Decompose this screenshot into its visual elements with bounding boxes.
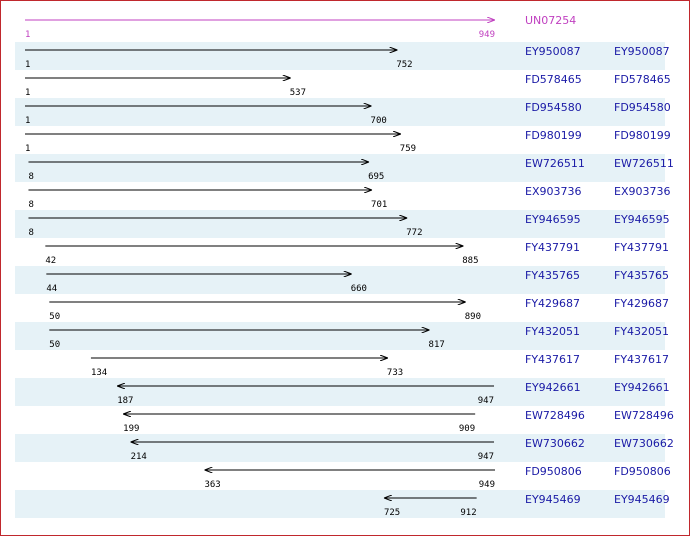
accession-label[interactable]: EX903736 xyxy=(525,185,581,198)
row-background xyxy=(15,322,665,350)
row-background xyxy=(15,434,665,462)
end-position: 912 xyxy=(460,508,476,518)
start-position: 1 xyxy=(25,116,30,126)
accession-link[interactable]: FY437791 xyxy=(614,241,669,254)
accession-label[interactable]: EY950087 xyxy=(525,45,581,58)
accession-label[interactable]: EW730662 xyxy=(525,437,585,450)
accession-label[interactable]: FD980199 xyxy=(525,129,582,142)
accession-link[interactable]: EW728496 xyxy=(614,409,674,422)
accession-label[interactable]: FY432051 xyxy=(525,325,580,338)
reference-label: UN07254 xyxy=(525,14,576,27)
start-position: 1 xyxy=(25,88,30,98)
accession-label[interactable]: FY437791 xyxy=(525,241,580,254)
end-position: 909 xyxy=(459,424,475,434)
start-position: 8 xyxy=(28,228,33,238)
accession-label[interactable]: FY435765 xyxy=(525,269,580,282)
end-position: 949 xyxy=(479,480,495,490)
accession-link[interactable]: EW726511 xyxy=(614,157,674,170)
accession-label[interactable]: FY437617 xyxy=(525,353,580,366)
accession-label[interactable]: FY429687 xyxy=(525,297,580,310)
accession-label[interactable]: FD950806 xyxy=(525,465,582,478)
end-position: 752 xyxy=(396,60,412,70)
accession-link[interactable]: FY437617 xyxy=(614,353,669,366)
accession-link[interactable]: EY945469 xyxy=(614,493,670,506)
start-position: 50 xyxy=(49,340,60,350)
accession-link[interactable]: EY946595 xyxy=(614,213,670,226)
accession-link[interactable]: FD980199 xyxy=(614,129,671,142)
start-position: 1 xyxy=(25,144,30,154)
start-position: 187 xyxy=(117,396,133,406)
reference-end: 949 xyxy=(479,30,495,40)
accession-label[interactable]: EY946595 xyxy=(525,213,581,226)
end-position: 700 xyxy=(371,116,387,126)
start-position: 199 xyxy=(123,424,139,434)
accession-label[interactable]: EW726511 xyxy=(525,157,585,170)
row-background xyxy=(15,42,665,70)
accession-label[interactable]: EW728496 xyxy=(525,409,585,422)
end-position: 817 xyxy=(429,340,445,350)
start-position: 134 xyxy=(91,368,107,378)
start-position: 44 xyxy=(46,284,57,294)
row-background xyxy=(15,210,665,238)
end-position: 947 xyxy=(478,452,494,462)
accession-link[interactable]: FD578465 xyxy=(614,73,671,86)
accession-label[interactable]: FD578465 xyxy=(525,73,582,86)
end-position: 759 xyxy=(400,144,416,154)
reference-start: 1 xyxy=(25,30,30,40)
row-background xyxy=(15,98,665,126)
end-position: 947 xyxy=(478,396,494,406)
row-background xyxy=(15,266,665,294)
start-position: 214 xyxy=(131,452,147,462)
row-background xyxy=(15,154,665,182)
start-position: 42 xyxy=(45,256,56,266)
start-position: 8 xyxy=(28,172,33,182)
end-position: 733 xyxy=(387,368,403,378)
accession-link[interactable]: EY950087 xyxy=(614,45,670,58)
end-position: 885 xyxy=(462,256,478,266)
accession-label[interactable]: FD954580 xyxy=(525,101,582,114)
accession-link[interactable]: EW730662 xyxy=(614,437,674,450)
end-position: 772 xyxy=(406,228,422,238)
start-position: 8 xyxy=(28,200,33,210)
start-position: 725 xyxy=(384,508,400,518)
accession-link[interactable]: FY432051 xyxy=(614,325,669,338)
accession-label[interactable]: EY945469 xyxy=(525,493,581,506)
end-position: 660 xyxy=(351,284,367,294)
end-position: 890 xyxy=(465,312,481,322)
start-position: 1 xyxy=(25,60,30,70)
end-position: 701 xyxy=(371,200,387,210)
accession-link[interactable]: EX903736 xyxy=(614,185,670,198)
accession-link[interactable]: FY435765 xyxy=(614,269,669,282)
accession-link[interactable]: FY429687 xyxy=(614,297,669,310)
end-position: 537 xyxy=(290,88,306,98)
row-background xyxy=(15,378,665,406)
row-background xyxy=(15,490,665,518)
accession-label[interactable]: EY942661 xyxy=(525,381,581,394)
accession-link[interactable]: FD950806 xyxy=(614,465,671,478)
accession-link[interactable]: FD954580 xyxy=(614,101,671,114)
end-position: 695 xyxy=(368,172,384,182)
accession-link[interactable]: EY942661 xyxy=(614,381,670,394)
start-position: 50 xyxy=(49,312,60,322)
start-position: 363 xyxy=(204,480,220,490)
